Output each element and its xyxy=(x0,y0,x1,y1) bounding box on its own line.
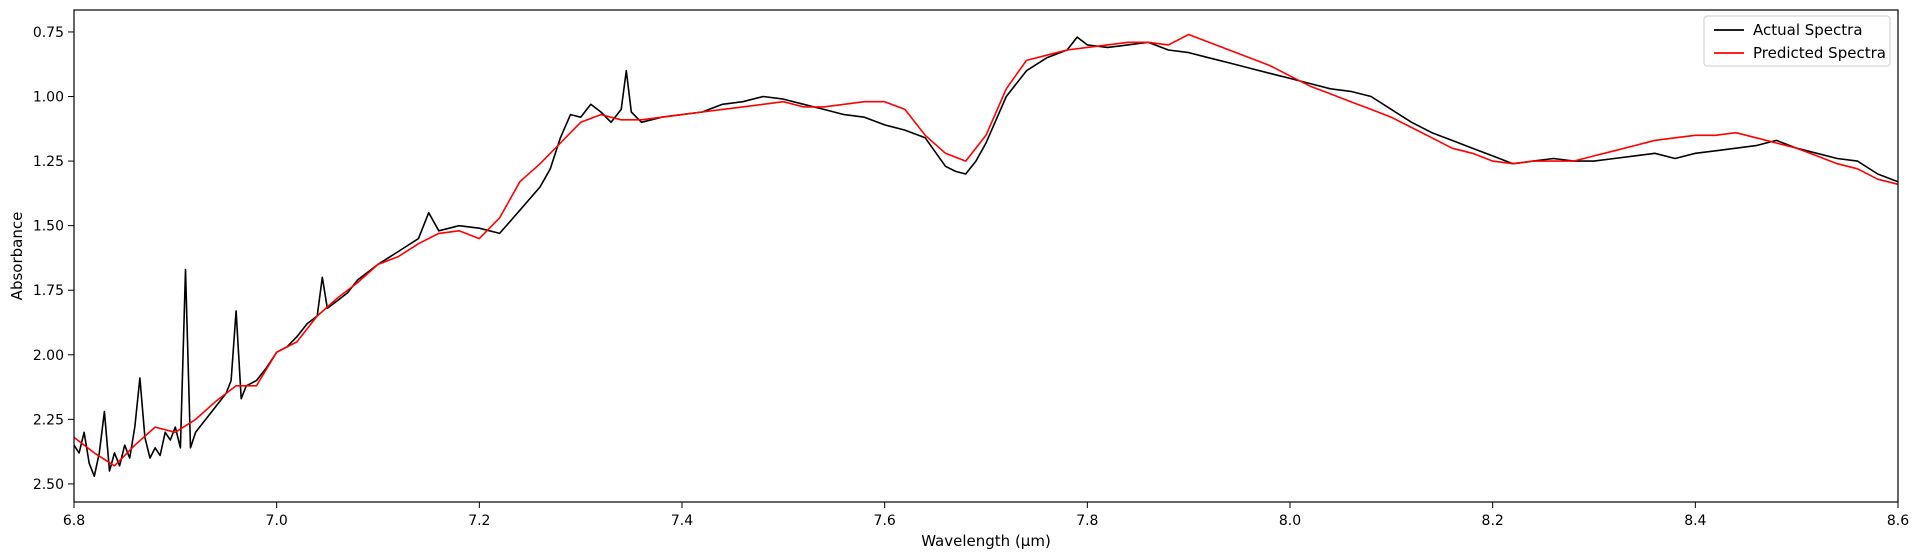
plot-frame xyxy=(73,9,1899,503)
y-tick-label: 1.75 xyxy=(33,283,64,299)
x-tick-label: 6.8 xyxy=(63,513,85,529)
series-line-predicted xyxy=(73,33,1899,467)
y-tick-label: 1.25 xyxy=(33,154,64,170)
x-tick-label: 8.0 xyxy=(1279,513,1301,529)
legend-label-predicted: Predicted Spectra xyxy=(1753,44,1886,62)
y-tick-label: 2.00 xyxy=(33,348,64,364)
y-tick-label: 2.25 xyxy=(33,412,64,428)
y-axis-label: Absorbance xyxy=(8,212,26,301)
x-tick-label: 7.6 xyxy=(874,513,896,529)
legend: Actual Spectra Predicted Spectra xyxy=(1703,15,1891,67)
y-tick-label: 0.75 xyxy=(33,25,64,41)
legend-box xyxy=(1703,15,1891,67)
y-tick-label: 1.00 xyxy=(33,90,64,106)
series-line-actual xyxy=(73,36,1899,477)
legend-label-actual: Actual Spectra xyxy=(1753,21,1863,39)
y-axis-ticks: 0.75 1.00 1.25 1.50 1.75 2.00 2.25 2.50 xyxy=(33,25,74,493)
x-tick-label: 7.4 xyxy=(671,513,693,529)
x-axis-label: Wavelength (μm) xyxy=(921,532,1051,550)
x-tick-label: 7.0 xyxy=(266,513,288,529)
plot-lines xyxy=(73,33,1899,477)
x-tick-label: 8.4 xyxy=(1684,513,1706,529)
x-axis-ticks: 6.8 7.0 7.2 7.4 7.6 7.8 8.0 8.2 8.4 8.6 xyxy=(63,502,1909,529)
x-tick-label: 7.8 xyxy=(1076,513,1098,529)
y-tick-label: 2.50 xyxy=(33,477,64,493)
y-tick-label: 1.50 xyxy=(33,219,64,235)
x-tick-label: 8.6 xyxy=(1887,513,1909,529)
x-tick-label: 8.2 xyxy=(1482,513,1504,529)
x-tick-label: 7.2 xyxy=(468,513,490,529)
